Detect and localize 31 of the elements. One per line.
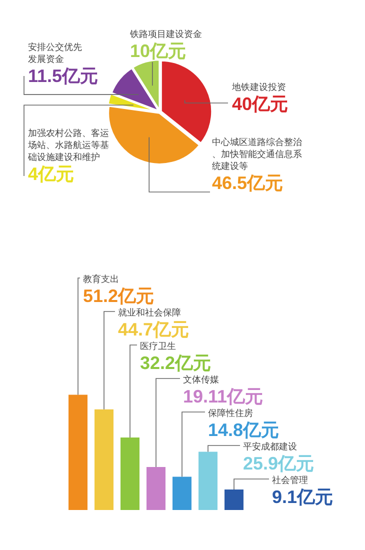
slice-label: 地铁建设投资	[231, 82, 286, 92]
slice-label: 铁路项目建设资金	[129, 29, 202, 39]
bar	[146, 467, 166, 510]
data-label: 44.7亿元	[118, 320, 190, 340]
data-label: 32.2亿元	[140, 353, 212, 373]
annotation: 保障性住房	[208, 408, 253, 418]
data-label: 19.11亿元	[183, 386, 264, 406]
bar	[172, 476, 192, 510]
data-label: 51.2亿元	[83, 286, 154, 306]
slice-label: 安排公交优先发展资金	[28, 42, 82, 64]
text: 文体传媒	[183, 374, 219, 384]
bar	[68, 394, 88, 510]
text: 教育支出	[83, 274, 119, 284]
bar	[198, 452, 218, 510]
data-label: 46.5亿元	[212, 173, 284, 193]
bar	[224, 490, 244, 510]
text: 医疗卫生	[140, 341, 176, 351]
text: 社会管理	[272, 475, 308, 485]
data-label: 40亿元	[232, 94, 288, 114]
bar	[120, 438, 140, 510]
data-label: 9.1亿元	[272, 487, 334, 507]
data-label: 25.9亿元	[243, 454, 314, 474]
bar	[94, 409, 114, 510]
data-label: 14.8亿元	[208, 420, 280, 440]
text: 就业和社会保障	[118, 308, 181, 318]
data-label: 4亿元	[28, 164, 74, 184]
slice-label: 中心城区道路综合整治、加快智能交通信息系统建设等	[212, 137, 302, 171]
annotation: 平安成都建设	[243, 442, 297, 452]
data-label: 10亿元	[130, 41, 186, 61]
slice-label: 加强农村公路、客运场站、水路航运等基础设施建设和维护	[27, 128, 109, 162]
data-label: 11.5亿元	[28, 66, 98, 86]
